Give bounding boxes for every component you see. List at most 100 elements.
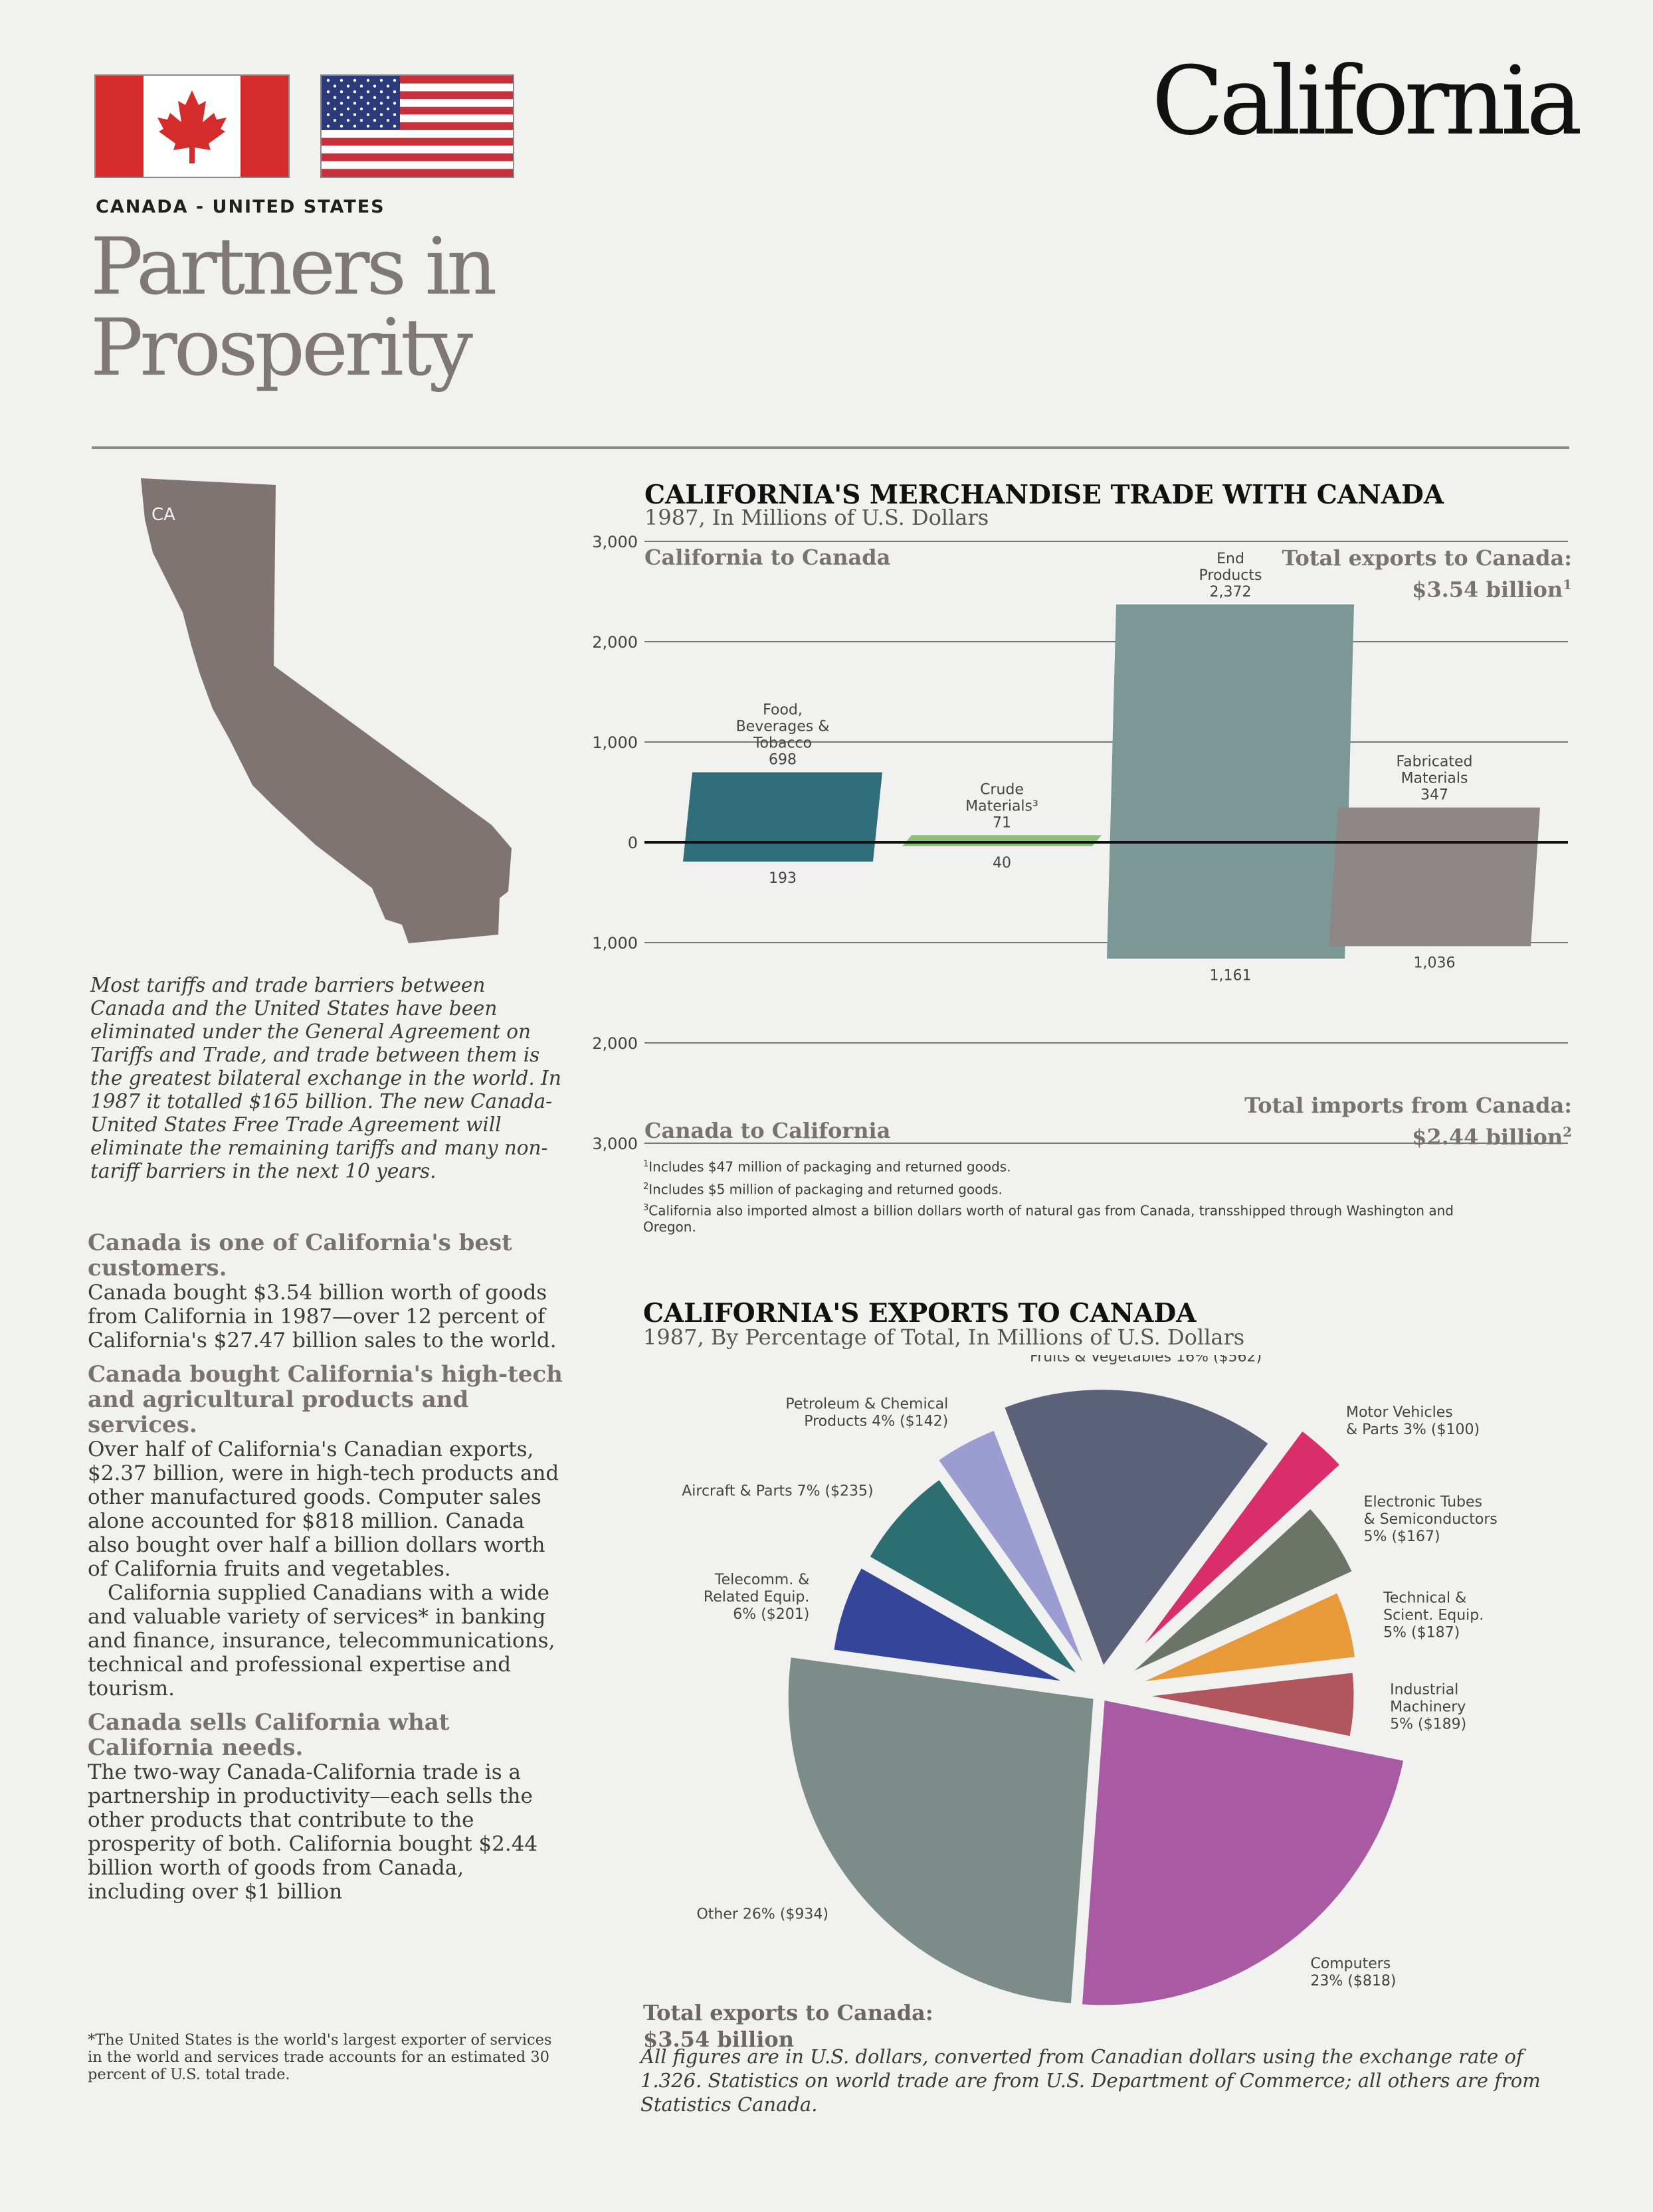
export-value-label: 347 bbox=[1420, 787, 1448, 804]
california-map: CA bbox=[133, 473, 532, 951]
bar bbox=[1107, 604, 1354, 959]
flag-stripe bbox=[322, 169, 513, 177]
section-body: Canada bought $3.54 billion worth of goo… bbox=[88, 1281, 566, 1352]
flag-star bbox=[393, 124, 397, 128]
category-label: Materials³ bbox=[965, 798, 1038, 814]
slice-label: Scient. Equip. bbox=[1383, 1608, 1484, 1624]
paragraph: California supplied Canadians with a wid… bbox=[88, 1581, 555, 1701]
slice-label: 5% ($189) bbox=[1390, 1716, 1466, 1732]
slice-label: 5% ($167) bbox=[1364, 1528, 1440, 1545]
section-customers: Canada is one of California's best custo… bbox=[88, 1230, 566, 1352]
exports-footnote-ref: 1 bbox=[1563, 577, 1572, 593]
footnote-text: Includes $47 million of packaging and re… bbox=[648, 1158, 1011, 1175]
pie-slice bbox=[784, 1653, 1098, 2008]
flag-star bbox=[386, 107, 390, 111]
bar bbox=[1329, 807, 1540, 947]
imports-total: Total imports from Canada: $2.44 billion… bbox=[1129, 1092, 1572, 1151]
imports-footnote-ref: 2 bbox=[1563, 1124, 1572, 1140]
category-label: Materials bbox=[1401, 771, 1468, 787]
import-value-label: 1,161 bbox=[1210, 967, 1252, 984]
slice-label: Telecomm. & bbox=[714, 1572, 809, 1588]
trade-footnote: 3California also imported almost a billi… bbox=[643, 1200, 1507, 1235]
y-tick-label: 0 bbox=[628, 834, 638, 852]
y-tick-label: 1,000 bbox=[592, 733, 638, 752]
headline-line-1: Partners in bbox=[90, 221, 497, 312]
flag-star bbox=[379, 113, 383, 116]
slice-label: Technical & bbox=[1383, 1590, 1466, 1607]
slice-label: Electronic Tubes bbox=[1364, 1494, 1482, 1511]
flag-star bbox=[359, 84, 363, 88]
closing-note: All figures are in U.S. dollars, convert… bbox=[640, 2045, 1541, 2116]
bar bbox=[902, 835, 1102, 847]
flag-star bbox=[353, 113, 357, 116]
section-high-tech: Canada bought California's high-tech and… bbox=[88, 1362, 566, 1701]
flag-star bbox=[373, 107, 377, 111]
y-tick-label: 1,000 bbox=[592, 934, 638, 953]
trade-footnote: 2Includes $5 million of packaging and re… bbox=[643, 1178, 1507, 1198]
exports-total: Total exports to Canada: $3.54 billion1 bbox=[1169, 545, 1572, 603]
flag-canton bbox=[322, 76, 400, 130]
slice-label: 23% ($818) bbox=[1310, 1973, 1396, 1989]
flag-star bbox=[379, 124, 383, 128]
slice-label: Products 4% ($142) bbox=[804, 1413, 948, 1429]
pie-slice bbox=[999, 1386, 1274, 1673]
left-sections: Canada is one of California's best custo… bbox=[88, 1230, 566, 1904]
trade-footnote: 1Includes $47 million of packaging and r… bbox=[643, 1156, 1507, 1176]
flag-star bbox=[333, 119, 337, 122]
flag-star bbox=[340, 90, 343, 94]
category-label: Fabricated bbox=[1397, 754, 1473, 771]
pie-total-line-1: Total exports to Canada: bbox=[643, 2000, 933, 2025]
services-footnote: *The United States is the world's larges… bbox=[88, 2031, 552, 2083]
export-value-label: 698 bbox=[769, 752, 797, 769]
y-tick-label: 2,000 bbox=[592, 1034, 638, 1053]
flag-star bbox=[326, 78, 330, 82]
slice-label: Industrial bbox=[1390, 1681, 1458, 1698]
pie-chart-title: CALIFORNIA'S EXPORTS TO CANADA bbox=[643, 1298, 1197, 1329]
y-tick-label: 3,000 bbox=[592, 533, 638, 551]
flag-star bbox=[386, 119, 390, 122]
pie-slice bbox=[1131, 1588, 1359, 1687]
flag-star bbox=[373, 96, 377, 99]
map-label: CA bbox=[151, 505, 175, 525]
pie-slice bbox=[933, 1426, 1092, 1678]
import-value-label: 1,036 bbox=[1414, 955, 1456, 971]
flag-stripe bbox=[322, 138, 513, 146]
flag-star bbox=[366, 102, 370, 105]
y-tick-label: 2,000 bbox=[592, 633, 638, 652]
footnote-text: Includes $5 million of packaging and ret… bbox=[648, 1181, 1003, 1198]
trade-chart-subtitle: 1987, In Millions of U.S. Dollars bbox=[644, 505, 989, 530]
flag-star bbox=[326, 124, 330, 128]
slice-label: Petroleum & Chemical bbox=[785, 1396, 948, 1412]
exports-pie-chart: Fruits & Vegetables 16% ($562) Motor Vehi… bbox=[682, 1355, 1498, 2009]
flag-star bbox=[340, 78, 343, 82]
california-shape bbox=[141, 478, 512, 943]
section-body: Over half of California's Canadian expor… bbox=[88, 1437, 566, 1701]
flag-star bbox=[359, 96, 363, 99]
flag-stripe bbox=[322, 161, 513, 169]
flag-stripe bbox=[322, 130, 513, 139]
flag-star bbox=[373, 84, 377, 88]
brand-line: CANADA - UNITED STATES bbox=[96, 197, 385, 217]
state-title: California bbox=[1151, 46, 1583, 156]
category-label: Beverages & bbox=[736, 719, 830, 735]
flag-star bbox=[340, 124, 343, 128]
bottom-direction-label: Canada to California bbox=[644, 1118, 891, 1143]
flag-star bbox=[346, 107, 350, 111]
section-heading: Canada sells California what California … bbox=[88, 1709, 450, 1761]
usa-flag-icon bbox=[320, 74, 514, 178]
y-tick-label: 3,000 bbox=[592, 1135, 638, 1153]
flag-star bbox=[353, 124, 357, 128]
imports-total-line-1: Total imports from Canada: bbox=[1244, 1093, 1572, 1118]
exports-total-line-2: $3.54 billion1 bbox=[1169, 571, 1572, 603]
pie-slice bbox=[1078, 1695, 1409, 2009]
pie-total-line-2: $3.54 billion bbox=[643, 2027, 794, 2052]
exports-total-value: $3.54 billion bbox=[1412, 577, 1563, 602]
flag-star bbox=[366, 78, 370, 82]
flag-star bbox=[366, 90, 370, 94]
flag-stripe bbox=[322, 145, 513, 154]
slice-label: Machinery bbox=[1390, 1699, 1466, 1715]
section-needs: Canada sells California what California … bbox=[88, 1710, 566, 1904]
flag-star bbox=[379, 78, 383, 82]
top-direction-label: California to Canada bbox=[644, 545, 891, 570]
pie-chart-subtitle: 1987, By Percentage of Total, In Million… bbox=[643, 1325, 1245, 1350]
